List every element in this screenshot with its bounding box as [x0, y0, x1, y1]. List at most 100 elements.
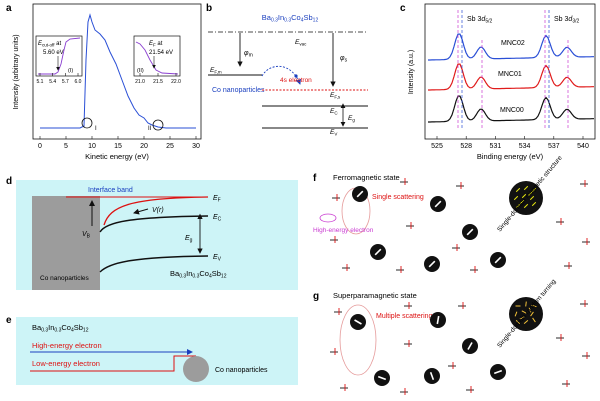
moment-arrow: [377, 375, 387, 381]
vr-label: V(r): [152, 207, 164, 214]
co-nanoparticle-block: [32, 196, 100, 290]
f-domain-arrows: [513, 185, 537, 209]
domain-spin-arrow: [521, 193, 527, 199]
tick-label: 525: [431, 143, 443, 150]
tick-label: 537: [548, 143, 560, 150]
panel-e-particle-label: Co nanoparticles: [215, 367, 268, 374]
panel-letter-c: c: [400, 3, 406, 14]
f-electron-ellipse: [319, 213, 337, 223]
low-energy-label: Low-energy electron: [32, 359, 100, 368]
interface-band-label: Interface band: [88, 187, 133, 194]
panel-c-ylabel: Intensity (a.u.): [408, 50, 415, 94]
panel-letter-f: f: [313, 173, 317, 184]
panel-a-circle-i: [81, 117, 93, 129]
inset-i-label: Ecut-off at: [38, 41, 61, 48]
tick-label: 5: [64, 143, 68, 150]
panel-letter-e: e: [6, 315, 12, 326]
g-domain-arrows: [514, 301, 537, 325]
moment-arrow: [467, 342, 473, 350]
red-bent-curve: [103, 196, 209, 226]
tick-label: 5.7: [62, 79, 69, 85]
inset-i-value: 5.60 eV: [43, 50, 64, 56]
inset-ii-ticks: 21.0 21.5 22.0: [135, 73, 181, 85]
g-scatter-label: Multiple scattering: [376, 313, 433, 320]
f-scatter-label: Single scattering: [372, 194, 424, 201]
electron-hop-arrow: [261, 66, 301, 85]
eg-label-d: Eg: [185, 235, 193, 244]
panel-a-xticks: 0 5 10 15 20 25 30: [38, 136, 200, 150]
panel-a-circle-label-i: I: [95, 126, 97, 132]
panel-d-material: Ba0.3In0.3Co4Sb12: [170, 269, 227, 280]
g-domain-label: Single-domain random turning: [496, 278, 558, 349]
moment-arrow: [434, 200, 442, 208]
domain-spin-arrow: [531, 187, 537, 193]
panel-a-ylabel: Intensity (arbitrary units): [13, 34, 20, 109]
ev-label-d: EV: [213, 254, 222, 263]
panel-d-metal-label: Co nanoparticles: [40, 275, 90, 282]
panel-f: Ferromagnetic state Single scattering Hi…: [313, 154, 590, 273]
domain-spin-arrow: [531, 304, 537, 308]
inset-ii-value: 21.54 eV: [149, 50, 173, 56]
efm-label: EF,m: [210, 67, 222, 75]
ec-label-d: EC: [213, 214, 222, 223]
panel-a-spectrum: [40, 13, 196, 129]
panel-c-xticks: 525 528 531 534 537 540: [431, 136, 589, 150]
tick-label: 540: [577, 143, 589, 150]
tick-label: 22.0: [171, 79, 181, 85]
ev-label: EV: [330, 129, 337, 137]
domain-spin-arrow: [527, 191, 533, 197]
domain-spin-arrow: [532, 317, 536, 323]
tick-label: 5.4: [49, 79, 56, 85]
tick-label: 21.0: [135, 79, 145, 85]
panel-a-frame: [32, 3, 202, 140]
tick-label: 528: [460, 143, 472, 150]
tick-label: 534: [519, 143, 531, 150]
g-scatter-ellipse: [339, 304, 377, 376]
series-label-mnc01: MNC01: [498, 71, 522, 78]
phi-s-label: φs: [340, 55, 348, 64]
tick-label: 531: [490, 143, 502, 150]
f-domain-label: Single-domain magnetic structure: [496, 154, 564, 233]
series-label-mnc02: MNC02: [501, 40, 525, 47]
inset-ii-label: EF at: [149, 41, 163, 48]
panel-letter-a: a: [6, 3, 12, 14]
ec-label: EC: [330, 108, 338, 116]
domain-spin-arrow: [521, 310, 527, 314]
spectrum-mnc02: [428, 33, 594, 61]
inset-ii-numeral: (II): [137, 68, 144, 74]
inset-i-ticks: 5.1 5.4 5.7 6.0: [37, 73, 82, 85]
domain-spin-arrow: [513, 195, 519, 201]
panel-a-inset-ii: EF at 21.54 eV (II) 21.0 21.5 22.0: [133, 35, 181, 85]
panel-d: Co nanoparticles Interface band EF EC EV…: [16, 180, 298, 290]
inset-i-curve: [38, 37, 81, 75]
panel-letter-d: d: [6, 176, 12, 187]
f-dipoles: [330, 178, 590, 273]
tick-label: 5.1: [37, 79, 44, 85]
panel-a: Intensity (arbitrary units) Kinetic ener…: [13, 3, 202, 161]
series-label-mnc00: MNC00: [500, 107, 524, 114]
efs-label: EF,s: [330, 92, 341, 100]
panel-c-frame: [424, 3, 596, 140]
tick-label: 0: [38, 143, 42, 150]
panel-g: Superparamagnetic state Multiple scatter…: [330, 278, 590, 395]
electron-dot: [294, 74, 298, 78]
domain-spin-arrow: [515, 187, 521, 193]
domain-spin-arrow: [530, 311, 534, 317]
domain-spin-arrow: [515, 319, 521, 325]
panel-c-spectra: [428, 33, 594, 123]
domain-spin-arrow: [523, 185, 529, 191]
moment-arrow: [429, 371, 435, 381]
spectrum-mnc01: [428, 63, 594, 91]
domain-spin-arrow: [519, 316, 525, 320]
panel-a-circle-ii: [152, 119, 164, 131]
co-nanoparticle-sphere: [183, 356, 209, 382]
domain-spin-arrow: [519, 199, 525, 205]
high-energy-label: High-energy electron: [32, 341, 102, 350]
panel-b-material: Ba0.3In0.3Co4Sb12: [262, 13, 319, 24]
moment-arrow: [354, 319, 362, 325]
peak1-label: Sb 3d5/2: [467, 16, 492, 25]
phi-m-label: φm: [244, 50, 253, 59]
vr-arrow: [133, 208, 149, 215]
moment-arrow: [374, 248, 382, 256]
